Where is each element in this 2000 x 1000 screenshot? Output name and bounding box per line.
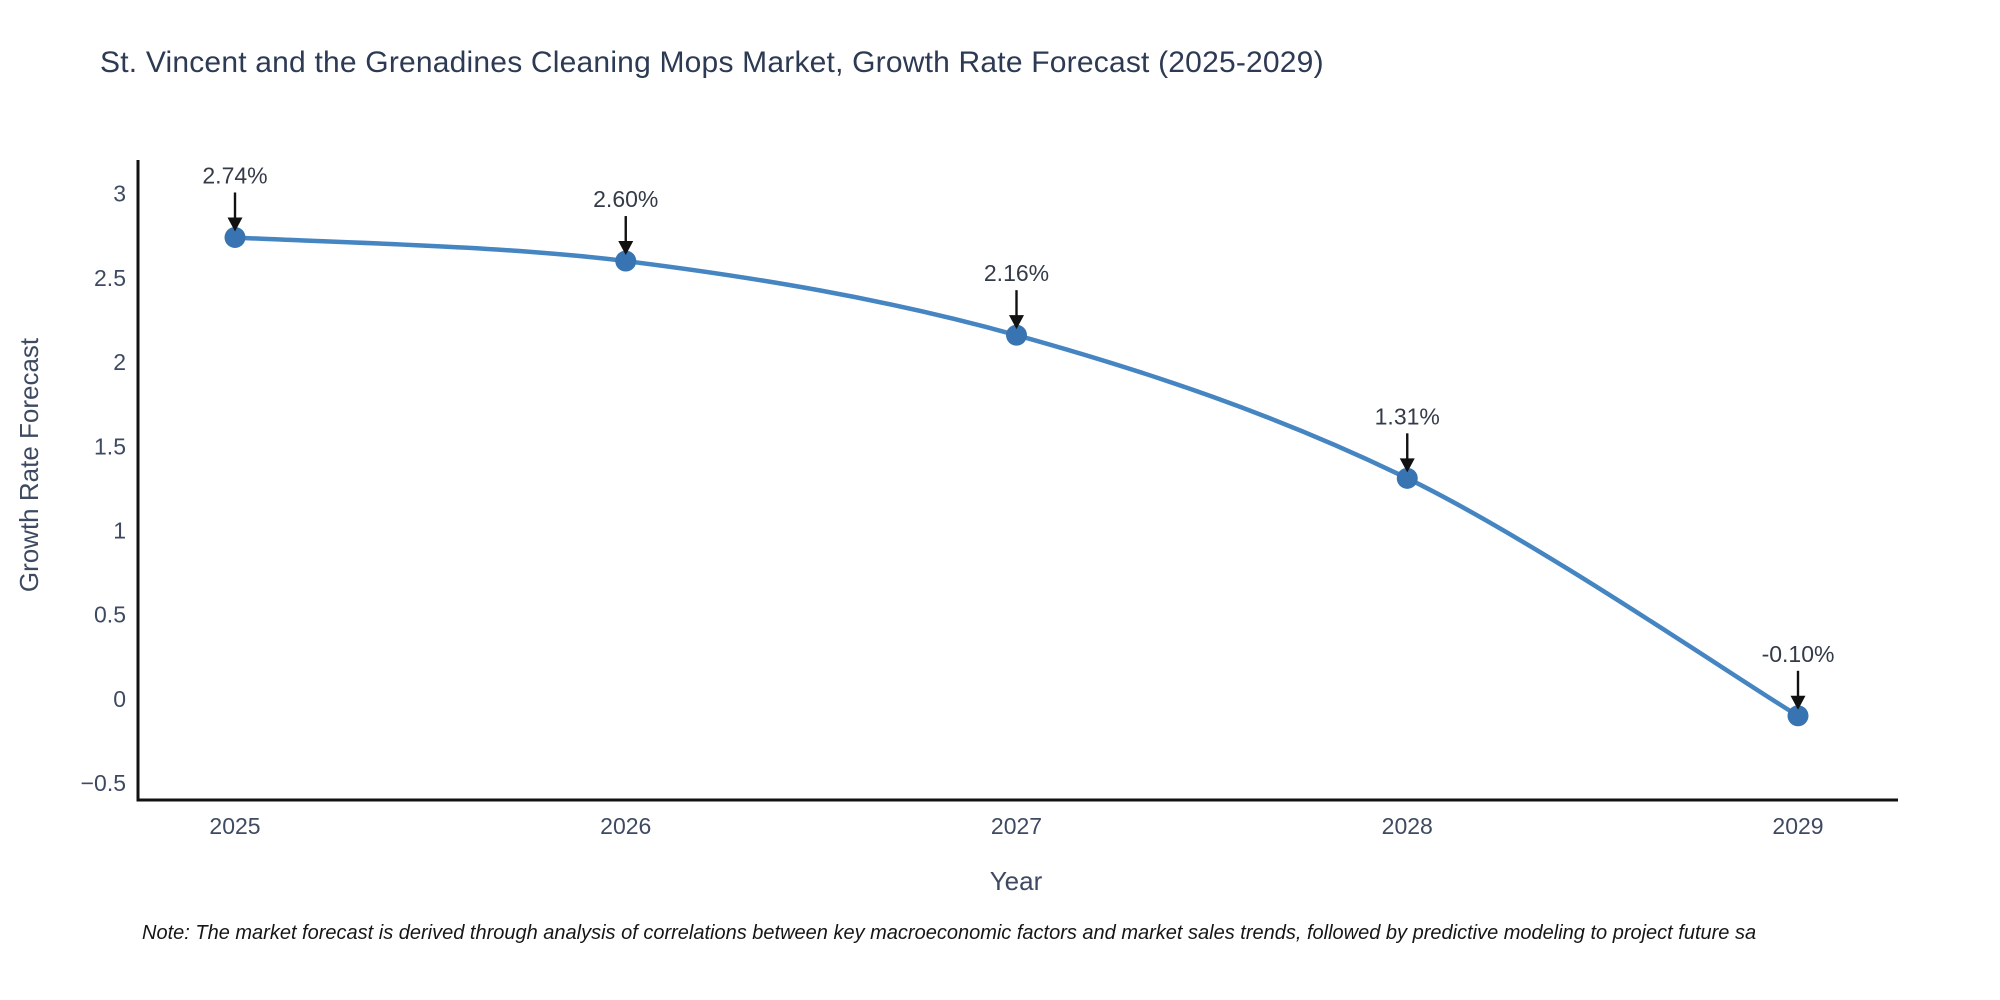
y-tick-label: 0 [113,686,126,712]
data-point-marker [1787,705,1809,727]
annotation-arrow-head [227,217,243,232]
x-tick-label: 2028 [1382,813,1433,839]
footnote-text: Note: The market forecast is derived thr… [142,922,1757,944]
point-value-label: -0.10% [1762,641,1835,667]
x-tick-label: 2026 [600,813,651,839]
axis-lines [136,160,1898,802]
point-value-label: 1.31% [1375,403,1440,429]
data-point-marker [1396,467,1418,489]
annotation-arrow-head [618,241,634,256]
y-tick-label: 1 [113,518,126,544]
chart-title: St. Vincent and the Grenadines Cleaning … [100,46,1324,79]
x-axis-title: Year [990,866,1043,896]
y-tick-label: 2 [113,349,126,375]
data-point-marker [224,226,246,248]
y-tick-label: 0.5 [94,602,126,628]
data-point-marker [1006,324,1027,346]
data-point-marker [615,250,637,272]
x-tick-label: 2029 [1772,813,1823,839]
y-tick-label: 2.5 [94,265,126,291]
annotation-arrow-head [1399,458,1415,473]
x-tick-label: 2027 [991,813,1042,839]
y-axis-title: Growth Rate Forecast [14,337,44,592]
y-tick-label: −0.5 [81,770,126,796]
point-value-label: 2.60% [593,186,658,212]
point-value-label: 2.16% [984,260,1049,286]
point-value-label: 2.74% [202,162,267,188]
annotation-arrow-head [1790,695,1806,710]
y-tick-label: 3 [113,181,126,207]
annotation-arrow-head [1009,315,1024,330]
y-tick-label: 1.5 [94,433,126,459]
x-tick-label: 2025 [209,813,260,839]
